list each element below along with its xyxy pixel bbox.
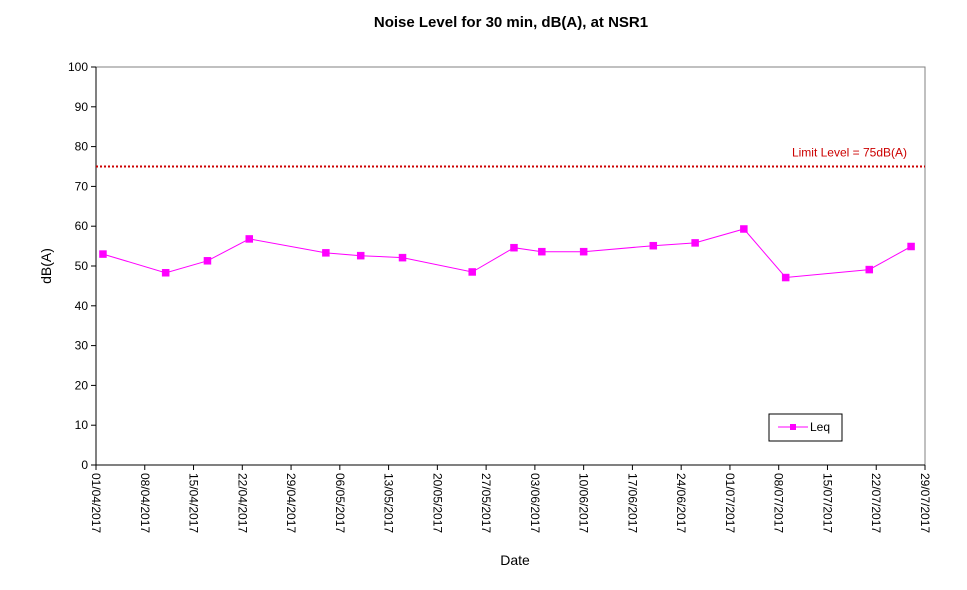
x-tick-label: 22/04/2017 [235,473,249,533]
y-tick-label: 50 [75,259,89,273]
data-point [245,235,254,243]
plot-area [95,66,926,466]
y-axis-label: dB(A) [38,248,54,284]
data-point [322,249,330,257]
legend-label-leq: Leq [810,420,830,434]
data-point [865,265,874,274]
x-tick-label: 06/05/2017 [333,473,347,533]
data-point [203,257,212,265]
y-axis: 0 10 20 30 40 50 60 70 80 90 100 [68,60,97,472]
x-tick-label: 08/04/2017 [138,473,152,533]
y-tick-label: 70 [75,179,89,193]
x-axis: 01/04/2017 08/04/2017 15/04/2017 22/04/2017… [89,464,932,533]
x-tick-label: 27/05/2017 [479,473,493,533]
x-tick-label: 08/07/2017 [772,473,786,533]
legend: Leq [768,413,843,442]
y-tick-label: 10 [75,418,89,432]
x-tick-label: 15/07/2017 [820,473,834,533]
y-tick-label: 90 [75,100,89,114]
limit-line-group: Limit Level = 75dB(A) [96,146,925,168]
data-point [356,251,365,260]
x-tick-label: 17/06/2017 [625,473,639,533]
data-point [907,242,915,251]
series-group [99,225,915,282]
x-tick-label: 01/07/2017 [723,473,737,533]
x-tick-label: 13/05/2017 [382,473,396,533]
y-tick-label: 40 [75,299,89,313]
x-tick-label: 20/05/2017 [430,473,444,533]
data-point [649,241,658,250]
y-tick-label: 20 [75,378,89,392]
x-tick-label: 01/04/2017 [89,473,103,533]
data-point [398,253,407,262]
data-point [161,269,170,277]
chart-title: Noise Level for 30 min, dB(A), at NSR1 [374,14,648,31]
x-axis-label: Date [500,552,530,568]
legend-marker [790,424,796,430]
data-point [538,247,546,256]
y-tick-label: 80 [75,140,89,154]
x-tick-label: 10/06/2017 [577,473,591,533]
y-tick-label: 30 [75,339,89,353]
y-tick-label: 100 [68,60,88,74]
x-tick-label: 15/04/2017 [187,473,201,533]
y-tick-label: 0 [81,458,88,472]
data-point [468,268,476,276]
data-point [510,243,518,252]
x-tick-label: 22/07/2017 [869,473,883,533]
data-point [579,247,588,256]
data-point [781,273,790,282]
data-point [740,225,748,233]
series-line-leq [102,228,912,279]
x-tick-label: 03/06/2017 [528,473,542,533]
x-tick-label: 24/06/2017 [674,473,688,533]
data-point [99,250,107,258]
y-tick-label: 60 [75,219,89,233]
data-point [691,239,699,247]
limit-label: Limit Level = 75dB(A) [792,146,907,160]
x-tick-label: 29/07/2017 [918,473,932,533]
x-tick-label: 29/04/2017 [284,473,298,533]
